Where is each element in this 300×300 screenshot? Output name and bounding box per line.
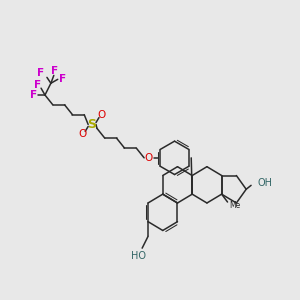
Text: S: S <box>88 118 97 131</box>
Text: F: F <box>34 80 41 90</box>
Text: F: F <box>51 67 58 76</box>
Text: O: O <box>144 153 152 163</box>
Text: F: F <box>59 74 66 84</box>
Text: OH: OH <box>258 178 273 188</box>
Text: O: O <box>78 129 86 139</box>
Text: HO: HO <box>131 251 146 261</box>
Text: F: F <box>38 68 45 78</box>
Text: F: F <box>30 90 37 100</box>
Text: Me: Me <box>230 201 241 210</box>
Text: O: O <box>98 110 106 120</box>
